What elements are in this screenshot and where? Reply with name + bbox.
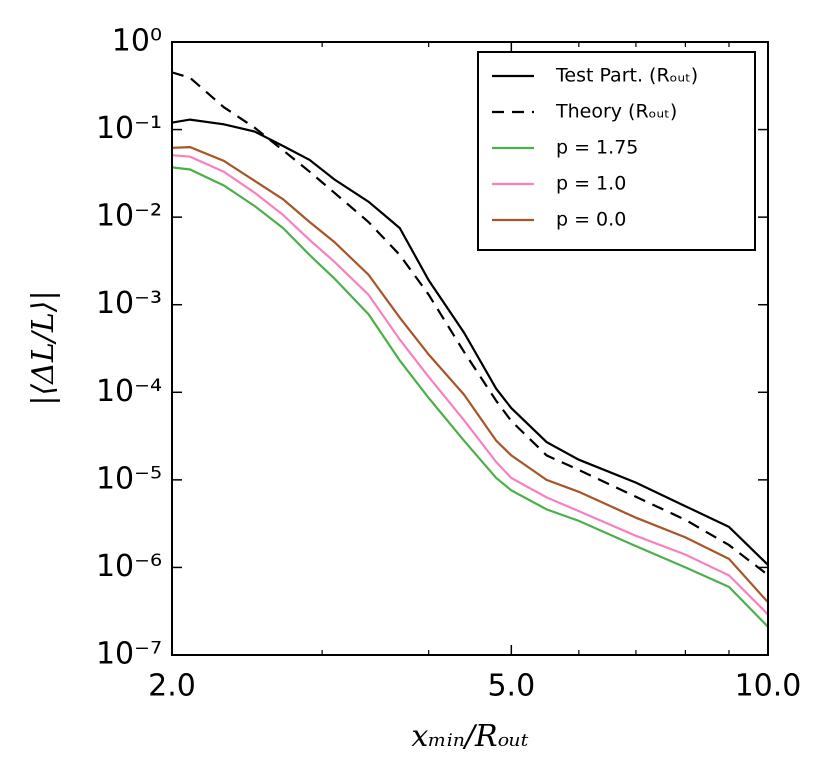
- x-tick-label: 5.0: [487, 669, 535, 704]
- legend-label: p = 1.75: [556, 137, 638, 159]
- y-tick-label: 10⁻¹: [96, 111, 162, 146]
- series-line: [172, 118, 768, 566]
- legend-label: p = 1.0: [556, 173, 626, 195]
- x-tick-label: 10.0: [735, 669, 802, 704]
- y-tick-label: 10⁻³: [96, 286, 162, 321]
- y-tick-label: 10⁻⁶: [96, 549, 162, 584]
- series-line: [172, 145, 768, 604]
- y-axis-label: |⟨ΔL/L⟩|: [26, 290, 61, 405]
- series-line: [172, 166, 768, 628]
- series-line: [172, 154, 768, 616]
- y-tick-label: 10⁻²: [96, 199, 162, 234]
- legend-box: [477, 51, 756, 251]
- series-line: [172, 71, 768, 576]
- y-tick-label: 10⁻⁴: [96, 374, 162, 409]
- x-axis-label: xₘᵢₙ/Rₒᵤₜ: [411, 719, 529, 754]
- plot-frame: [171, 41, 769, 656]
- legend-label: Theory (Rₒᵤₜ): [555, 101, 677, 123]
- y-tick-label: 10⁰: [112, 24, 162, 59]
- y-tick-label: 10⁻⁵: [96, 461, 162, 496]
- legend-label: Test Part. (Rₒᵤₜ): [555, 65, 698, 87]
- y-tick-label: 10⁻⁷: [96, 637, 162, 672]
- x-tick-label: 2.0: [148, 669, 196, 704]
- legend-label: p = 0.0: [556, 209, 626, 231]
